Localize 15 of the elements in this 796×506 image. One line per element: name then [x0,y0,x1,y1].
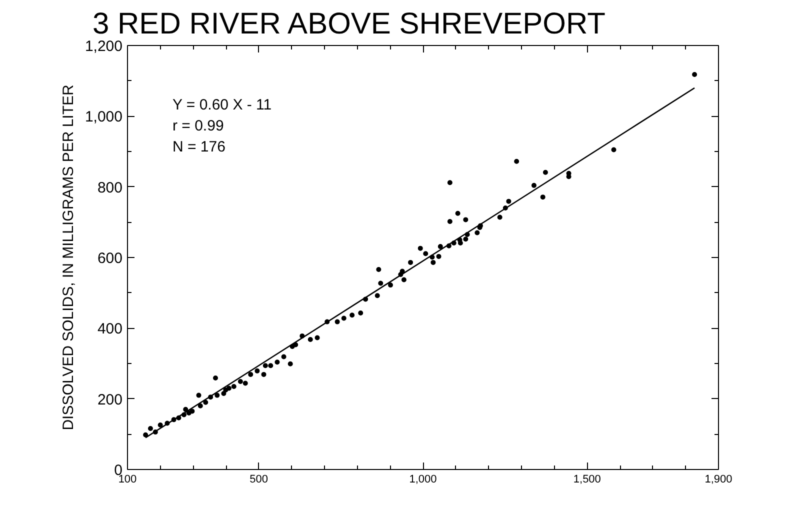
y-tick-label: 200 [97,391,123,408]
x-tick-label: 1,000 [409,474,437,486]
annotation: r = 0.99 [172,118,224,134]
x-tick-label: 1,500 [573,474,601,486]
y-axis-title: DISSOLVED SOLIDS, IN MILLIGRAMS PER LITER [60,84,77,430]
y-tick-label: 600 [97,250,123,267]
annotation: Y = 0.60 X - 11 [172,96,272,114]
x-tick-label: 1,900 [704,474,732,486]
chart-title: 3 RED RIVER ABOVE SHREVEPORT [92,8,606,40]
y-tick-label: 800 [97,179,123,196]
y-tick-label: 1,200 [84,38,123,55]
annotation: N = 176 [172,138,226,156]
y-tick-label: 400 [97,320,123,338]
x-tick-label: 500 [250,474,268,486]
y-tick-label: 1,000 [84,108,123,126]
